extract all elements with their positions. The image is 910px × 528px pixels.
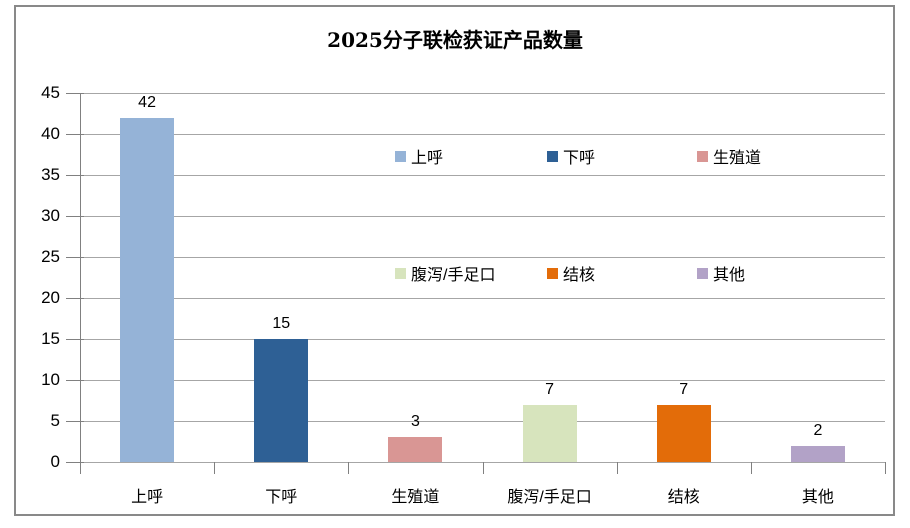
legend-item: 结核: [547, 261, 595, 285]
x-axis-tick: [80, 462, 81, 474]
legend-swatch: [697, 150, 708, 162]
legend-item: 上呼: [395, 144, 443, 168]
x-axis-tick: [214, 462, 216, 474]
chart-title: 2025分子联检获证产品数量: [327, 28, 583, 52]
legend-label: 下呼: [563, 150, 596, 167]
y-gridline: [80, 421, 885, 422]
y-axis-tick: [66, 380, 84, 381]
y-axis-line: [80, 93, 81, 474]
x-axis-tick: [616, 462, 618, 474]
y-gridline: [80, 380, 885, 381]
x-category-label: 腹泻/手足口: [507, 489, 592, 506]
y-axis-tick-label: 15: [41, 329, 60, 348]
x-category-label: 其他: [801, 489, 834, 506]
bar-value-label: 7: [679, 380, 689, 398]
y-gridline: [80, 339, 885, 340]
legend-label: 生殖道: [713, 150, 762, 167]
x-category-label: 生殖道: [391, 489, 440, 506]
x-axis-tick: [482, 462, 484, 474]
y-gridline: [80, 216, 885, 217]
bar-value-label: 7: [545, 380, 555, 398]
y-axis-tick: [66, 421, 84, 422]
y-axis-tick-label: 5: [50, 411, 60, 430]
y-axis-tick-label: 40: [41, 124, 60, 143]
legend-swatch: [395, 150, 406, 162]
y-axis-tick: [66, 216, 84, 217]
bar-2: [254, 339, 309, 462]
y-gridline: [80, 257, 885, 258]
legend-swatch: [395, 267, 406, 279]
bar-5: [656, 404, 711, 462]
legend-swatch: [697, 267, 708, 279]
legend-item: 生殖道: [697, 144, 761, 168]
y-axis-tick: [66, 93, 84, 94]
x-axis-tick: [750, 462, 752, 474]
bar-4: [522, 404, 577, 462]
bar-value-label: 15: [272, 315, 291, 332]
y-axis-tick: [66, 462, 84, 463]
legend-swatch: [547, 267, 558, 279]
y-axis-tick-label: 25: [41, 247, 60, 266]
y-axis-tick: [66, 298, 84, 299]
y-axis-tick-label: 30: [41, 206, 60, 225]
legend-label: 其他: [713, 267, 746, 284]
bar-value-label: 3: [410, 413, 420, 431]
bar-1: [120, 117, 175, 462]
legend-swatch: [547, 150, 558, 162]
x-category-label: 上呼: [131, 489, 164, 506]
y-gridline: [80, 298, 885, 299]
y-gridline: [80, 134, 885, 135]
bar-value-label: 2: [813, 421, 823, 439]
y-axis-tick: [66, 339, 84, 340]
x-category-label: 下呼: [265, 489, 298, 506]
y-axis-tick: [66, 175, 84, 176]
bar-value-label: 42: [138, 93, 156, 111]
legend-label: 上呼: [411, 150, 444, 167]
y-axis-tick-label: 10: [41, 370, 60, 389]
legend-item: 腹泻/手足口: [395, 261, 495, 285]
y-axis-tick: [66, 257, 84, 258]
y-gridline: [80, 93, 885, 94]
bar-3: [388, 437, 443, 462]
bar-6: [790, 445, 845, 462]
y-axis-tick: [66, 134, 84, 135]
x-category-label: 结核: [667, 489, 700, 506]
legend-item: 其他: [697, 261, 745, 285]
y-axis-tick-label: 0: [50, 452, 60, 471]
legend-label: 结核: [563, 267, 596, 284]
x-axis-tick: [348, 462, 350, 474]
y-axis-tick-label: 20: [41, 288, 60, 307]
x-axis-tick: [885, 462, 886, 474]
legend-label: 腹泻/手足口: [411, 267, 496, 284]
y-gridline: [80, 175, 885, 176]
y-axis-tick-label: 35: [41, 165, 60, 184]
y-axis-tick-label: 45: [41, 83, 60, 102]
legend-item: 下呼: [547, 144, 595, 168]
